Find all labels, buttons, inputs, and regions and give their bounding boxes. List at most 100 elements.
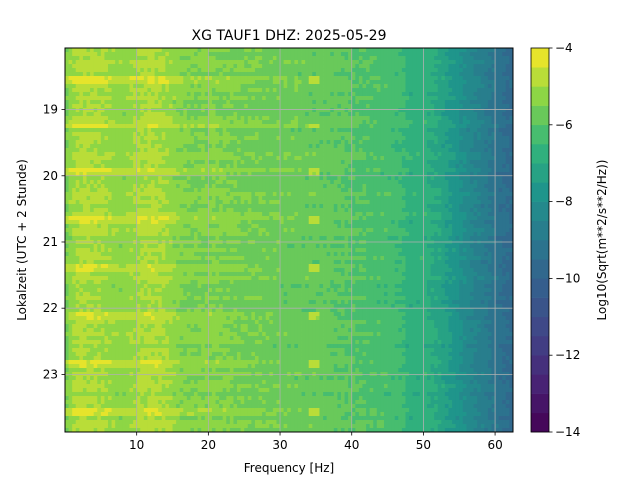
heatmap-cell bbox=[391, 76, 396, 81]
heatmap-cell bbox=[168, 92, 173, 97]
heatmap-cell bbox=[190, 192, 195, 197]
heatmap-cell bbox=[97, 164, 102, 169]
heatmap-cell bbox=[229, 48, 234, 53]
heatmap-cell bbox=[219, 64, 224, 69]
heatmap-cell bbox=[183, 116, 188, 121]
heatmap-cell bbox=[186, 180, 191, 185]
heatmap-cell bbox=[82, 88, 87, 93]
heatmap-cell bbox=[251, 152, 256, 157]
heatmap-cell bbox=[401, 152, 406, 157]
heatmap-cell bbox=[452, 136, 457, 141]
heatmap-cell bbox=[265, 128, 270, 133]
heatmap-cell bbox=[143, 204, 148, 209]
heatmap-cell bbox=[376, 68, 381, 73]
heatmap-cell bbox=[86, 168, 91, 173]
heatmap-cell bbox=[344, 188, 349, 193]
heatmap-cell bbox=[434, 68, 439, 73]
heatmap-cell bbox=[448, 92, 453, 97]
heatmap-cell bbox=[201, 124, 206, 129]
heatmap-cell bbox=[265, 100, 270, 105]
heatmap-cell bbox=[505, 68, 510, 73]
heatmap-cell bbox=[190, 124, 195, 129]
heatmap-cell bbox=[68, 84, 73, 89]
heatmap-cell bbox=[340, 140, 345, 145]
heatmap-cell bbox=[459, 60, 464, 65]
heatmap-cell bbox=[491, 168, 496, 173]
heatmap-cell bbox=[147, 120, 152, 125]
heatmap-cell bbox=[247, 76, 252, 81]
heatmap-cell bbox=[86, 72, 91, 77]
heatmap-cell bbox=[477, 112, 482, 117]
heatmap-cell bbox=[272, 116, 277, 121]
heatmap-cell bbox=[97, 180, 102, 185]
heatmap-cell bbox=[276, 152, 281, 157]
heatmap-cell bbox=[129, 156, 134, 161]
heatmap-cell bbox=[373, 92, 378, 97]
heatmap-cell bbox=[172, 136, 177, 141]
heatmap-cell bbox=[140, 108, 145, 113]
heatmap-cell bbox=[502, 156, 507, 161]
heatmap-cell bbox=[211, 48, 216, 53]
heatmap-cell bbox=[477, 64, 482, 69]
heatmap-cell bbox=[143, 156, 148, 161]
heatmap-cell bbox=[319, 140, 324, 145]
heatmap-cell bbox=[86, 188, 91, 193]
heatmap-cell bbox=[90, 108, 95, 113]
heatmap-cell bbox=[115, 112, 120, 117]
heatmap-cell bbox=[254, 192, 259, 197]
heatmap-cell bbox=[330, 132, 335, 137]
heatmap-cell bbox=[401, 92, 406, 97]
heatmap-cell bbox=[469, 68, 474, 73]
heatmap-cell bbox=[86, 116, 91, 121]
heatmap-cell bbox=[394, 192, 399, 197]
heatmap-cell bbox=[308, 112, 313, 117]
heatmap-cell bbox=[229, 180, 234, 185]
heatmap-cell bbox=[161, 88, 166, 93]
heatmap-cell bbox=[111, 176, 116, 181]
heatmap-cell bbox=[122, 204, 127, 209]
heatmap-cell bbox=[441, 80, 446, 85]
heatmap-cell bbox=[233, 148, 238, 153]
heatmap-cell bbox=[176, 64, 181, 69]
heatmap-cell bbox=[287, 128, 292, 133]
heatmap-cell bbox=[165, 72, 170, 77]
heatmap-cell bbox=[190, 152, 195, 157]
heatmap-cell bbox=[186, 128, 191, 133]
heatmap-cell bbox=[308, 160, 313, 165]
heatmap-cell bbox=[262, 56, 267, 61]
heatmap-cell bbox=[151, 200, 155, 205]
heatmap-cell bbox=[409, 96, 414, 101]
heatmap-cell bbox=[104, 76, 109, 81]
heatmap-cell bbox=[491, 144, 496, 149]
heatmap-cell bbox=[340, 184, 345, 189]
heatmap-cell bbox=[68, 180, 73, 185]
heatmap-cell bbox=[409, 204, 414, 209]
heatmap-cell bbox=[333, 76, 338, 81]
heatmap-cell bbox=[111, 192, 116, 197]
heatmap-cell bbox=[305, 96, 310, 101]
heatmap-cell bbox=[502, 124, 507, 129]
heatmap-cell bbox=[65, 140, 69, 145]
heatmap-cell bbox=[172, 172, 177, 177]
heatmap-cell bbox=[344, 92, 349, 97]
heatmap-cell bbox=[509, 112, 513, 117]
heatmap-cell bbox=[154, 64, 159, 69]
heatmap-cell bbox=[143, 120, 148, 125]
heatmap-cell bbox=[237, 200, 242, 205]
heatmap-cell bbox=[237, 176, 242, 181]
heatmap-cell bbox=[254, 60, 259, 65]
heatmap-cell bbox=[369, 52, 374, 57]
heatmap-cell bbox=[222, 176, 227, 181]
heatmap-cell bbox=[297, 60, 302, 65]
heatmap-cell bbox=[100, 48, 105, 53]
heatmap-cell bbox=[151, 88, 155, 93]
heatmap-cell bbox=[462, 112, 467, 117]
heatmap-cell bbox=[165, 76, 170, 81]
heatmap-cell bbox=[75, 184, 80, 189]
heatmap-cell bbox=[265, 152, 270, 157]
heatmap-cell bbox=[505, 132, 510, 137]
heatmap-cell bbox=[240, 92, 245, 97]
heatmap-cell bbox=[466, 136, 471, 141]
heatmap-cell bbox=[412, 60, 417, 65]
heatmap-cell bbox=[186, 188, 191, 193]
